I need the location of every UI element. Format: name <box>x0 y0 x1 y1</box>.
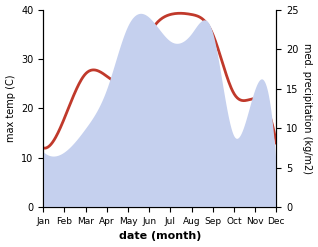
Y-axis label: med. precipitation (kg/m2): med. precipitation (kg/m2) <box>302 43 313 174</box>
X-axis label: date (month): date (month) <box>119 231 201 242</box>
Y-axis label: max temp (C): max temp (C) <box>5 75 16 142</box>
